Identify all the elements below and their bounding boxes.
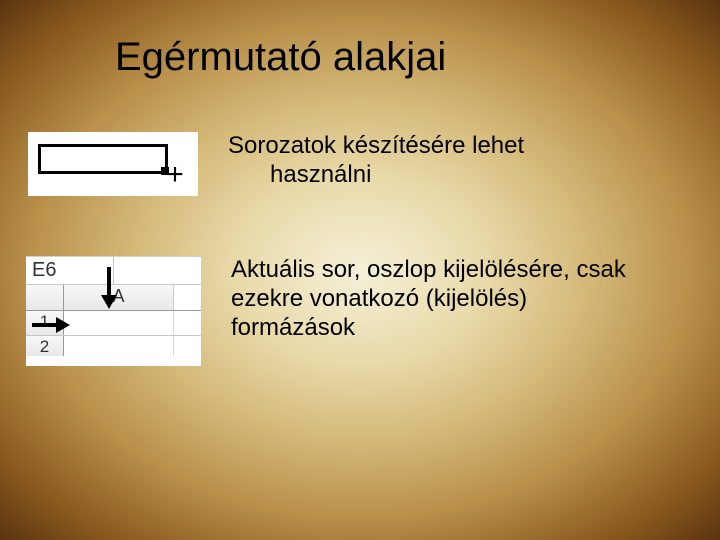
cursor-row-col-select-illustration: E6 A 1 2 [26, 256, 201, 366]
cursor-fill-handle-illustration: + [28, 132, 198, 196]
arrow-right-icon [30, 311, 70, 339]
section-1-line1: Sorozatok készítésére lehet [228, 132, 524, 159]
section-1-text: Sorozatok készítésére lehet használni [228, 132, 524, 190]
slide: Egérmutató alakjai + Sorozatok készítésé… [0, 0, 720, 540]
page-title: Egérmutató alakjai [115, 35, 670, 80]
select-all-corner [26, 285, 64, 310]
section-1-line2: használni [228, 161, 524, 190]
plus-cursor-icon: + [166, 162, 184, 192]
grid-row-2: 2 [26, 336, 201, 356]
cell-a1 [64, 311, 174, 335]
section-2: E6 A 1 2 Aktuális [40, 256, 670, 366]
section-1: + Sorozatok készítésére lehet használni [40, 132, 670, 196]
selected-cell-rect [38, 144, 168, 174]
row-header-2: 2 [26, 336, 64, 356]
arrow-down-icon [94, 265, 124, 309]
cell-a2 [64, 336, 174, 356]
section-2-text: Aktuális sor, oszlop kijelölésére, csak … [231, 256, 641, 342]
